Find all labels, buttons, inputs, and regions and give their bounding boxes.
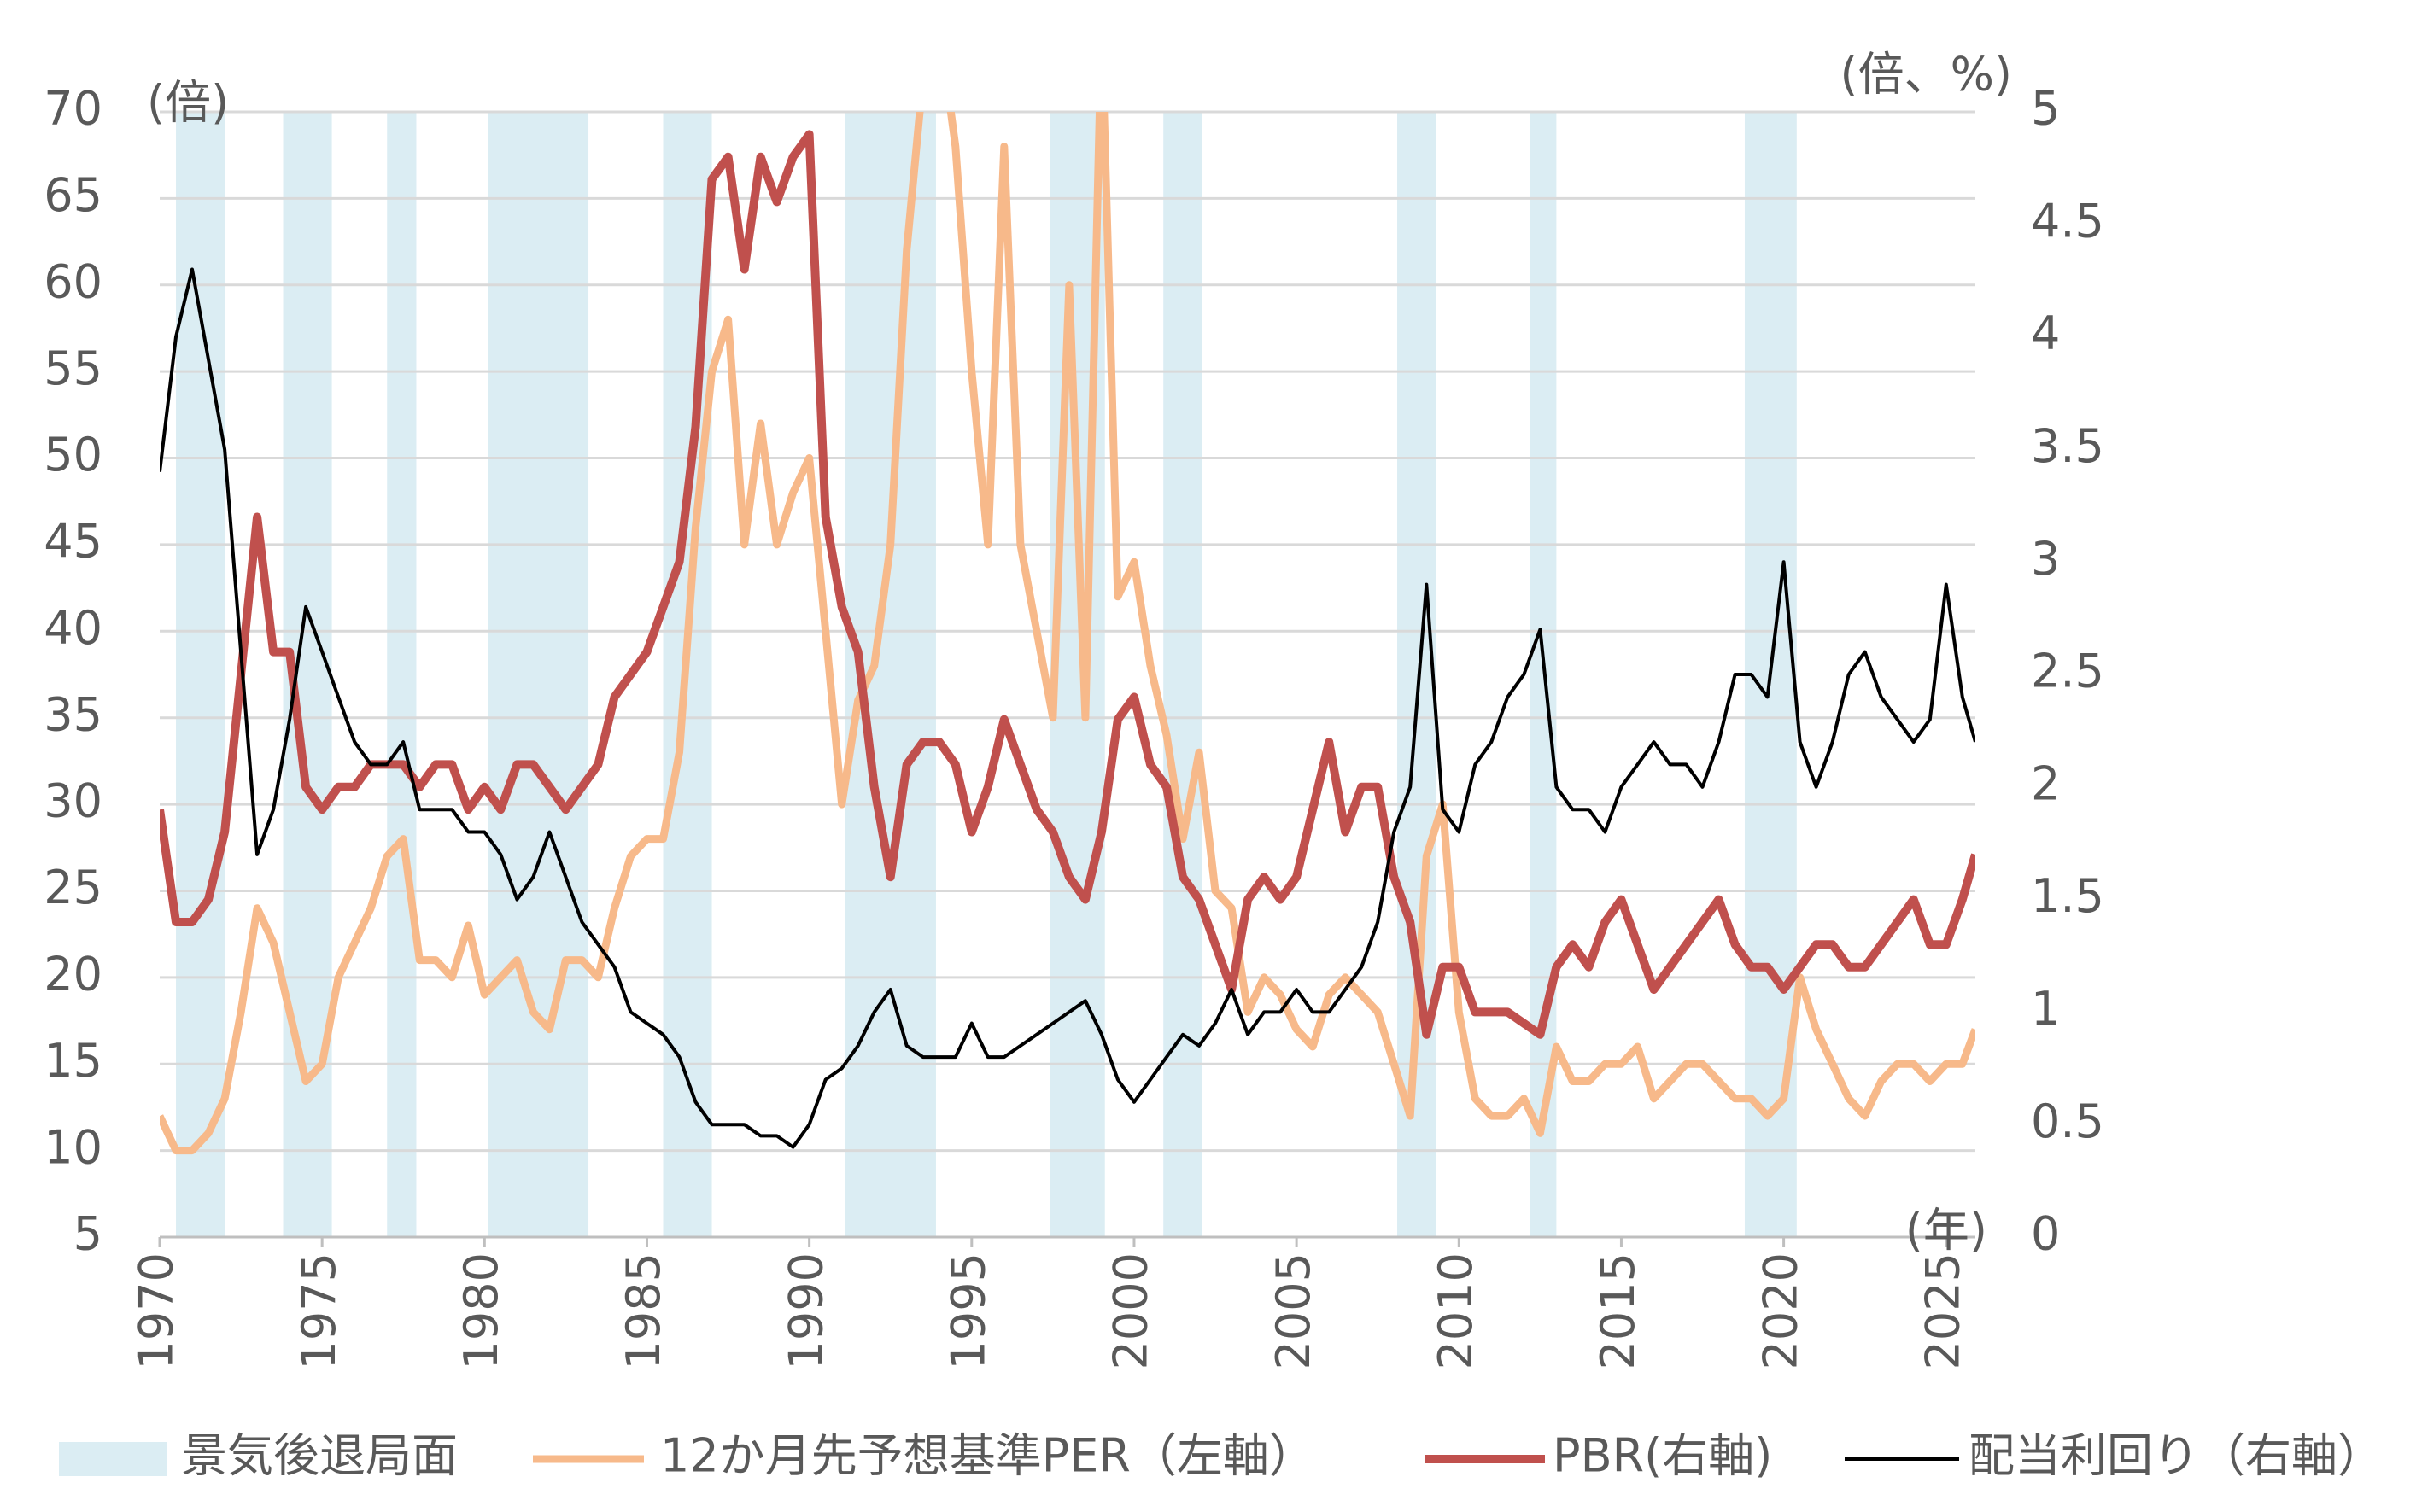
y-tick-label: 40 [44,601,102,655]
y2-tick-label: 3 [2031,532,2060,586]
y-tick-label: 55 [44,342,102,395]
recession-band [176,112,225,1237]
y-tick-label: 5 [73,1207,102,1261]
y2-tick-label: 0.5 [2031,1095,2104,1148]
y2-tick-label: 2.5 [2031,645,2104,698]
legend-label: PBR(右軸) [1553,1429,1772,1483]
x-tick-label: 1995 [941,1252,995,1369]
y-tick-label: 20 [44,947,102,1001]
x-tick-label: 2005 [1267,1252,1320,1369]
x-tick-label: 2025 [1916,1252,1969,1369]
x-tick-label: 1990 [779,1252,833,1369]
x-tick-label: 1980 [454,1252,508,1369]
x-tick-label: 2015 [1591,1252,1645,1369]
y2-axis-label: (倍、%) [1840,48,2012,102]
y2-tick-label: 3.5 [2031,419,2104,473]
legend-swatch [59,1442,167,1476]
y-tick-label: 10 [44,1120,102,1174]
x-axis-label: (年) [1905,1204,1987,1258]
recession-band [488,112,589,1237]
y2-tick-label: 1 [2031,982,2060,1036]
y-tick-label: 65 [44,168,102,222]
y-tick-label: 15 [44,1034,102,1088]
x-tick-label: 2010 [1429,1252,1483,1369]
legend-label: 12か月先予想基準PER（左軸） [660,1429,1315,1483]
recession-band [1163,112,1202,1237]
legend: 景気後退局面 12か月先予想基準PER（左軸） PBR(右軸) 配当利回り（右軸） [59,1429,2384,1483]
series-lines [160,112,1975,1155]
y2-tick-label: 2 [2031,756,2060,810]
recession-band [387,112,417,1237]
y-tick-label: 25 [44,861,102,914]
series-line [160,112,1975,1155]
y2-tick-label: 4 [2031,306,2060,360]
grid: 51015202530354045505560657000.511.522.53… [44,82,2104,1370]
y2-tick-label: 1.5 [2031,869,2104,923]
y-tick-label: 45 [44,515,102,569]
y-tick-label: 60 [44,254,102,308]
y-tick-label: 30 [44,774,102,828]
x-tick-label: 1975 [292,1252,346,1369]
y-tick-label: 50 [44,428,102,482]
series-line [160,130,1975,1039]
x-tick-label: 2020 [1753,1252,1807,1369]
y2-tick-label: 5 [2031,82,2060,136]
y-tick-label: 35 [44,687,102,741]
series-line [160,267,1975,1149]
x-tick-label: 2000 [1104,1252,1158,1369]
legend-label: 景気後退局面 [181,1429,458,1483]
y-tick-label: 70 [44,82,102,136]
labels: (倍) (倍、%) (年) [147,48,2012,1258]
x-tick-label: 1985 [617,1252,670,1369]
x-tick-label: 1970 [130,1252,184,1369]
legend-label: 配当利回り（右軸） [1969,1429,2384,1483]
y2-tick-label: 4.5 [2031,194,2104,248]
y2-tick-label: 0 [2031,1207,2060,1261]
y-axis-label: (倍) [147,76,229,130]
